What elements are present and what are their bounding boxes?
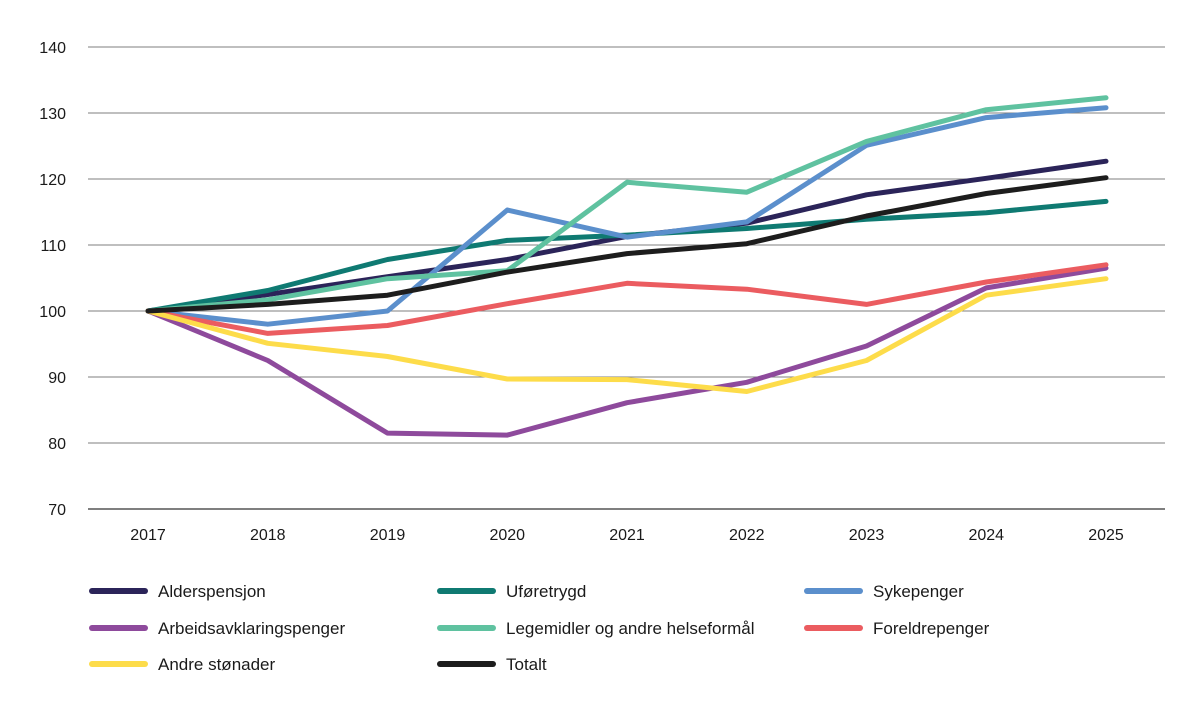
x-tick-label: 2021 [609,527,645,544]
series-lines [145,95,1109,438]
y-tick-label: 80 [48,436,66,453]
legend-item: Uføretrygd [437,582,586,601]
x-tick-label: 2017 [130,527,166,544]
y-tick-label: 130 [39,106,66,123]
legend-label: Legemidler og andre helseformål [506,619,755,638]
series-line-totalt [145,175,1109,314]
x-tick-label: 2019 [370,527,406,544]
legend-item: Alderspensjon [89,582,266,601]
legend-label: Alderspensjon [158,582,266,601]
series-line-sykepenger [145,105,1109,327]
legend-item: Totalt [437,655,547,674]
legend-label: Foreldrepenger [873,619,990,638]
x-tick-label: 2018 [250,527,286,544]
grid-lines [88,46,1165,510]
y-axis: 70 80 90 100 110 120 130 140 [39,40,66,519]
y-tick-label: 90 [48,370,66,387]
y-tick-label: 110 [40,238,66,255]
legend-label: Arbeidsavklaringspenger [158,619,345,638]
y-tick-label: 100 [39,304,66,321]
x-tick-label: 2025 [1088,527,1124,544]
legend: Alderspensjon Uføretrygd Sykepenger Arbeids… [89,582,990,674]
legend-item: Arbeidsavklaringspenger [89,619,345,638]
legend-item: Foreldrepenger [804,619,990,638]
x-tick-label: 2022 [729,527,765,544]
series-line-andre-stønader [145,276,1109,394]
x-axis: 2017 2018 2019 2020 2021 2022 2023 2024 2025 [130,527,1124,544]
legend-item: Andre stønader [89,655,276,674]
legend-item: Legemidler og andre helseformål [437,619,755,638]
x-tick-label: 2024 [968,527,1004,544]
legend-label: Sykepenger [873,582,964,601]
series-line-foreldrepenger [145,262,1109,336]
series-line-arbeidsavklaringspenger [145,265,1109,438]
series-line-legemidler-og-andre-helseformål [145,95,1109,314]
x-tick-label: 2023 [849,527,885,544]
x-tick-label: 2020 [489,527,525,544]
y-tick-label: 140 [39,40,66,57]
legend-label: Totalt [506,655,547,674]
legend-item: Sykepenger [804,582,964,601]
legend-label: Andre stønader [158,655,276,674]
y-tick-label: 70 [48,502,66,519]
y-tick-label: 120 [39,172,66,189]
legend-label: Uføretrygd [506,582,586,601]
